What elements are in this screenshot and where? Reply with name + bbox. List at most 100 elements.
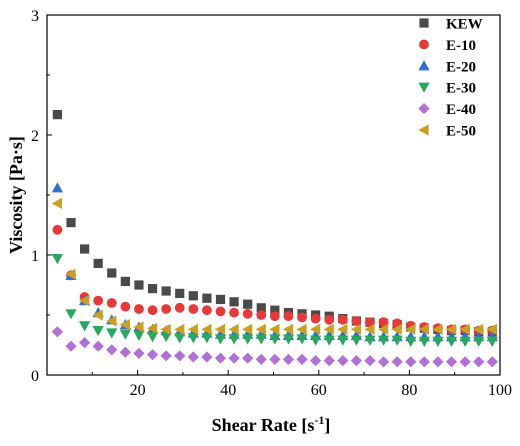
data-point-e-40	[201, 351, 213, 363]
data-point-e-30	[486, 336, 498, 347]
data-point-e-30	[418, 336, 430, 347]
x-tick-label: 80	[401, 382, 417, 399]
data-point-e-30	[187, 333, 199, 344]
data-point-e-10	[269, 311, 280, 322]
data-point-e-40	[323, 355, 335, 367]
data-point-e-10	[378, 317, 389, 328]
data-point-e-50	[201, 323, 212, 335]
data-point-e-30	[377, 335, 390, 346]
data-point-e-30	[78, 321, 91, 332]
legend-label-e-30: E-30	[446, 81, 476, 97]
data-point-e-30	[445, 336, 458, 347]
data-point-e-40	[459, 356, 471, 368]
data-point-e-50	[78, 295, 90, 307]
x-axis-title-sup: -1	[314, 413, 324, 427]
y-tick-label: 2	[31, 128, 39, 145]
data-point-e-50	[323, 323, 334, 335]
data-point-e-50	[377, 323, 389, 335]
data-point-kew	[229, 297, 239, 307]
data-point-e-50	[187, 323, 198, 335]
data-point-e-10	[134, 304, 144, 314]
data-point-e-30	[323, 335, 335, 346]
legend-marker-e-10	[419, 39, 429, 50]
data-point-kew	[147, 284, 158, 294]
data-point-kew	[161, 286, 171, 296]
data-point-e-30	[65, 309, 77, 320]
data-point-e-40	[255, 353, 267, 365]
data-point-e-30	[119, 329, 131, 340]
data-point-e-30	[364, 335, 376, 346]
data-point-kew	[52, 110, 63, 120]
data-point-e-30	[391, 335, 403, 346]
data-point-e-50	[391, 323, 402, 335]
data-point-e-40	[405, 356, 417, 368]
legend-label-kew: KEW	[446, 17, 483, 33]
marks-group	[51, 110, 498, 368]
data-point-kew	[120, 276, 130, 286]
data-point-e-50	[364, 323, 375, 335]
data-point-e-50	[119, 319, 130, 331]
legend-marker-kew	[419, 18, 429, 28]
data-point-e-30	[51, 254, 64, 265]
data-point-e-40	[445, 356, 458, 368]
data-point-kew	[270, 305, 280, 315]
data-point-e-50	[310, 323, 321, 335]
data-point-e-40	[119, 346, 131, 358]
data-point-e-30	[310, 335, 322, 346]
data-point-e-30	[459, 336, 471, 347]
data-point-e-40	[174, 350, 186, 362]
data-point-e-40	[133, 347, 145, 359]
x-axis-title-main: Shear Rate [s	[212, 415, 315, 435]
data-point-e-50	[51, 197, 63, 209]
data-point-e-30	[106, 328, 118, 339]
data-point-e-50	[473, 323, 484, 335]
data-point-e-50	[242, 323, 253, 335]
legend-marker-e-40	[418, 103, 430, 115]
series-e-10	[52, 224, 498, 336]
data-point-e-50	[269, 323, 280, 335]
legend-label-e-50: E-50	[446, 124, 476, 140]
data-point-e-40	[282, 353, 295, 365]
data-point-e-50	[296, 323, 307, 335]
legend-marker-e-50	[418, 124, 429, 136]
data-point-e-50	[255, 323, 266, 335]
data-point-e-40	[310, 355, 322, 367]
data-point-e-10	[242, 308, 253, 319]
data-point-kew	[107, 268, 117, 278]
data-point-e-10	[351, 316, 362, 326]
data-point-e-30	[282, 334, 295, 345]
data-point-e-30	[201, 333, 213, 344]
data-point-e-30	[337, 335, 349, 346]
data-point-e-50	[282, 323, 294, 335]
data-point-kew	[243, 299, 253, 309]
data-point-e-30	[269, 334, 281, 345]
legend-marker-e-20	[418, 60, 430, 71]
data-point-e-30	[296, 334, 308, 345]
data-point-e-10	[324, 314, 335, 325]
data-point-e-40	[486, 356, 498, 368]
data-point-e-50	[65, 268, 76, 280]
data-point-e-50	[174, 323, 185, 335]
data-point-e-50	[350, 323, 361, 335]
y-tick-label: 3	[31, 8, 39, 25]
data-point-e-50	[160, 323, 171, 335]
data-point-e-50	[418, 323, 429, 335]
data-point-e-10	[256, 310, 267, 320]
data-point-e-50	[459, 323, 470, 335]
data-point-e-40	[473, 356, 485, 368]
data-point-e-10	[297, 312, 307, 323]
data-point-e-50	[445, 323, 457, 335]
data-point-e-30	[432, 336, 444, 347]
legend-label-e-20: E-20	[446, 59, 476, 75]
series-kew	[52, 110, 497, 337]
data-point-e-50	[146, 322, 158, 334]
data-point-e-50	[106, 315, 117, 327]
data-point-e-40	[228, 352, 240, 364]
data-point-e-50	[337, 323, 348, 335]
data-point-e-30	[473, 336, 485, 347]
data-point-e-50	[405, 323, 416, 335]
data-point-e-40	[242, 352, 254, 364]
data-point-e-10	[161, 304, 172, 314]
data-point-e-10	[365, 317, 375, 328]
